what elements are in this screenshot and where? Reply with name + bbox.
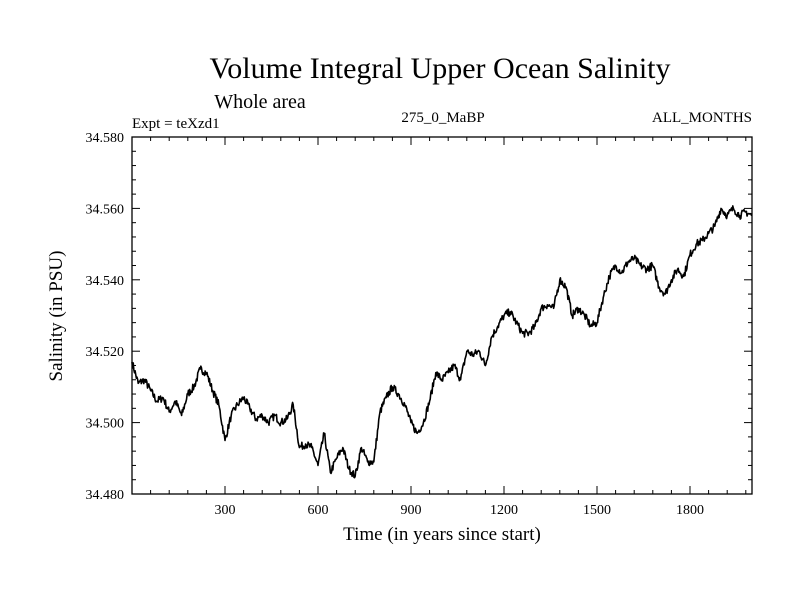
y-tick-label: 34.540 (86, 274, 125, 289)
months-label: ALL_MONTHS (652, 110, 752, 126)
x-tick-label: 300 (215, 503, 236, 518)
plot-frame (131, 136, 753, 495)
y-tick-label: 34.500 (86, 417, 125, 432)
y-tick-label: 34.580 (86, 131, 125, 146)
x-tick-label: 1800 (676, 503, 704, 518)
chart-title: Volume Integral Upper Ocean Salinity (210, 52, 671, 85)
x-axis-label: Time (in years since start) (343, 524, 541, 545)
y-tick-label: 34.480 (86, 488, 125, 503)
series-line-salinity (131, 205, 753, 479)
period-label: 275_0_MaBP (401, 110, 484, 126)
x-tick-label: 600 (308, 503, 329, 518)
chart-subtitle: Whole area (214, 91, 306, 113)
y-tick-label: 34.560 (86, 202, 125, 217)
y-axis-label: Salinity (in PSU) (46, 251, 67, 382)
expt-label: Expt = teXzd1 (132, 116, 220, 132)
x-tick-label: 900 (401, 503, 422, 518)
x-tick-label: 1200 (490, 503, 518, 518)
plot-area: 300 600 900 1200 1500 1800 34.480 34.500 34.520 3… (86, 131, 753, 518)
y-tick-label: 34.520 (86, 345, 125, 360)
x-tick-label: 1500 (583, 503, 611, 518)
